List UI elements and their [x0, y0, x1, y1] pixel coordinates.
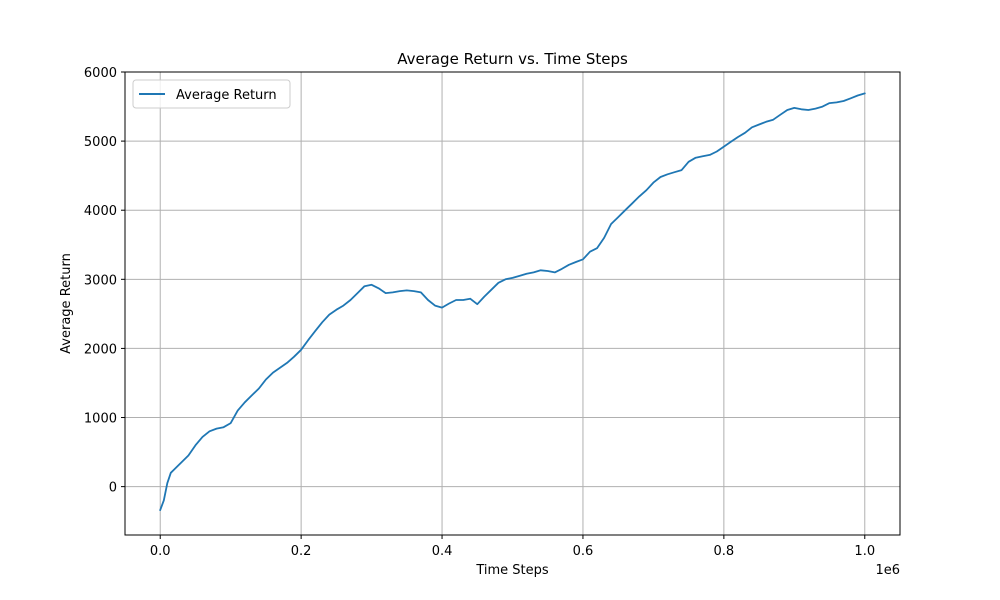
y-tick-label: 3000: [84, 273, 117, 288]
plot-frame: [124, 71, 901, 536]
chart-title: Average Return vs. Time Steps: [397, 50, 628, 68]
y-tick-label: 2000: [84, 342, 117, 357]
x-axis-label: Time Steps: [475, 563, 549, 578]
series-line-average-return: [159, 92, 866, 512]
x-tick-label: 1.0: [854, 544, 875, 559]
x-tick-label: 0.2: [291, 544, 312, 559]
x-axis-ticks: 0.0 0.2 0.4 0.6 0.8 1.0: [150, 535, 875, 559]
series-layer: [159, 92, 866, 512]
legend-label-average-return: Average Return: [176, 88, 277, 103]
grid-lines: [125, 71, 900, 535]
x-axis-offset-label: 1e6: [875, 563, 900, 578]
x-tick-label: 0.0: [150, 544, 171, 559]
y-tick-label: 4000: [84, 204, 117, 219]
y-tick-label: 5000: [84, 135, 117, 150]
y-axis-label: Average Return: [59, 253, 74, 354]
y-tick-label: 1000: [84, 412, 117, 427]
x-tick-label: 0.8: [714, 544, 735, 559]
legend: Average Return: [132, 79, 291, 109]
x-tick-label: 0.6: [573, 544, 594, 559]
legend-box: [132, 79, 291, 109]
y-tick-label: 0: [109, 481, 117, 496]
y-tick-label: 6000: [84, 66, 117, 81]
y-axis-ticks: 0 1000 2000 3000 4000 5000 6000: [84, 66, 125, 496]
x-tick-label: 0.4: [432, 544, 453, 559]
